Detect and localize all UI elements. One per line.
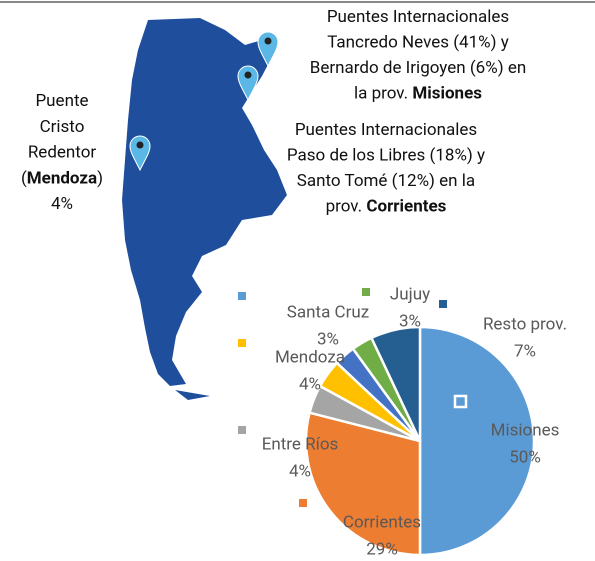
annotation-line: Tancredo Neves (41%) y (327, 33, 509, 53)
slice-label: Misiones (491, 420, 560, 440)
annotation-text: Tancredo Neves (41%) y (327, 33, 509, 53)
map-argentina (122, 18, 287, 400)
slice-label: Jujuy (390, 284, 430, 304)
pin-dot (264, 37, 272, 45)
slice-value-label: 3% (399, 311, 421, 331)
annotation-text: Paso de los Libres (18%) y (287, 146, 485, 166)
pin-dot (136, 141, 144, 149)
annotation-bold: Corrientes (366, 197, 446, 217)
annotation-line: Santo Tomé (12%) en la (297, 171, 475, 191)
annotation-text: ) (97, 169, 103, 189)
annotation-text: Santo Tomé (12%) en la (297, 171, 475, 191)
slice-label: Santa Cruz (287, 302, 369, 322)
annotation-line: Cristo (40, 117, 85, 137)
pin (257, 31, 279, 68)
annotation: Puentes Internacionales Tancredo Neves (4… (310, 7, 526, 104)
annotation-text: la prov. (354, 84, 412, 104)
annotation-bold: Mendoza (27, 169, 97, 189)
slice-label: Resto prov. (483, 314, 567, 334)
pie-slice (418, 325, 536, 557)
slice-value-label: 7% (514, 341, 536, 361)
legend-marker (238, 339, 246, 347)
annotation-text: Redentor (28, 143, 97, 163)
annotation-text: prov. (326, 197, 367, 217)
pin (237, 65, 259, 102)
annotation-line: Puente (35, 91, 88, 111)
annotation-text: Puentes Internacionales (327, 7, 509, 27)
annotation-line: 4% (51, 195, 73, 215)
annotation-line: Redentor (28, 143, 97, 163)
slice-value-label: 4% (299, 374, 321, 394)
annotation-line: (Mendoza) (21, 169, 103, 189)
annotation: Puentes Internacionales Paso de los Libre… (287, 120, 485, 217)
annotation-line: Puentes Internacionales (327, 7, 509, 27)
annotation-line: Bernardo de Irigoyen (6%) en (310, 58, 526, 78)
pie-slice (304, 411, 422, 557)
annotation-text: Cristo (40, 117, 85, 137)
legend-marker (362, 288, 370, 296)
annotation-line: Puentes Internacionales (295, 120, 477, 140)
pie-slice (369, 325, 422, 442)
annotation-text: Puente (35, 91, 88, 111)
annotation-text: Bernardo de Irigoyen (6%) en (310, 58, 526, 78)
pin (129, 135, 151, 172)
legend-marker (238, 426, 246, 434)
legend-marker (238, 292, 246, 300)
annotation-text: 4% (51, 195, 73, 215)
legend-marker (439, 300, 447, 308)
slice-value-label: 50% (509, 447, 541, 467)
slice-label: Entre Ríos (262, 434, 339, 454)
annotation-line: prov. Corrientes (326, 197, 447, 217)
annotation-line: Paso de los Libres (18%) y (287, 146, 485, 166)
annotation-line: la prov. Misiones (354, 84, 482, 104)
pin-dot (244, 71, 252, 79)
slice-label: Corrientes (343, 512, 421, 532)
slice-value-label: 3% (317, 329, 339, 349)
legend-marker (299, 499, 307, 507)
slice-value-label: 29% (366, 539, 398, 559)
annotation-text: Puentes Internacionales (295, 120, 477, 140)
marker (453, 394, 468, 409)
slice-value-label: 4% (289, 461, 311, 481)
annotation-bold: Misiones (412, 84, 482, 104)
annotation-text: ( (21, 169, 27, 189)
map-pins (129, 31, 279, 172)
slice-label: Mendoza (275, 347, 345, 367)
